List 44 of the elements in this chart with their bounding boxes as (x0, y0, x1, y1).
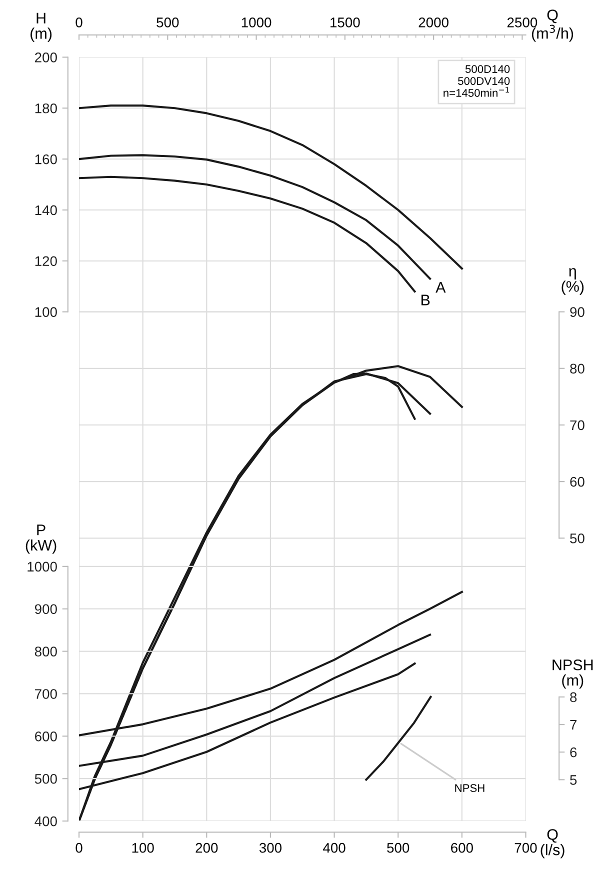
y2-tick-label: 60 (570, 476, 584, 487)
y-tick-label: 5 (570, 775, 577, 785)
series-label: A (436, 282, 446, 293)
x2-tick-label: 1000 (242, 18, 272, 28)
y-tick-label: 140 (35, 205, 57, 216)
y3-tick-label: 400 (34, 816, 57, 826)
x-tick-label: 300 (259, 842, 282, 853)
x2-tick-label: 0 (76, 18, 82, 28)
y2-axis-title: η (%) (562, 268, 584, 295)
y3-tick-label: 1000 (28, 562, 57, 572)
y-tick-label: 180 (35, 103, 57, 114)
x-tick-label: 200 (196, 842, 218, 853)
annotation: NPSH (455, 784, 484, 792)
x2-tick-label: 500 (156, 18, 179, 28)
y-axis-title: NPSH (m) (552, 659, 593, 689)
y-tick-label: 100 (35, 307, 57, 317)
y-tick-label: 120 (35, 256, 57, 266)
x-tick-label: 600 (451, 842, 473, 853)
y3-tick-label: 800 (34, 646, 57, 656)
y2-tick-label: 90 (570, 307, 584, 317)
x-tick-label: 100 (132, 842, 154, 853)
y-axis-title: H (m) (30, 12, 52, 42)
annotation: 500D140 500DV140 n=1450min$^{−1}$ (444, 65, 510, 97)
x2-tick-label: 1500 (330, 18, 360, 28)
y3-tick-label: 500 (34, 774, 57, 784)
y3-tick-label: 900 (34, 604, 57, 614)
x-tick-label: 500 (387, 842, 410, 853)
x-tick-label: 0 (76, 842, 82, 853)
y2-tick-label: 70 (570, 420, 584, 430)
x-axis-title: Q (l/s) (540, 829, 564, 858)
x-tick-label: 700 (514, 842, 537, 853)
y3-axis-title: P (kW) (26, 524, 56, 554)
y2-tick-label: 50 (570, 533, 584, 544)
y3-tick-label: 700 (35, 689, 57, 699)
x-tick-label: 400 (323, 842, 346, 853)
y-tick-label: 6 (570, 747, 577, 758)
y-tick-label: 160 (35, 154, 57, 164)
y2-tick-label: 80 (570, 364, 584, 374)
y-tick-label: 200 (35, 52, 57, 62)
series-label: B (422, 294, 430, 306)
y-tick-label: 8 (570, 692, 577, 702)
y3-tick-label: 600 (35, 732, 57, 742)
y-tick-label: 7 (570, 720, 577, 730)
x2-tick-label: 2000 (418, 18, 448, 28)
